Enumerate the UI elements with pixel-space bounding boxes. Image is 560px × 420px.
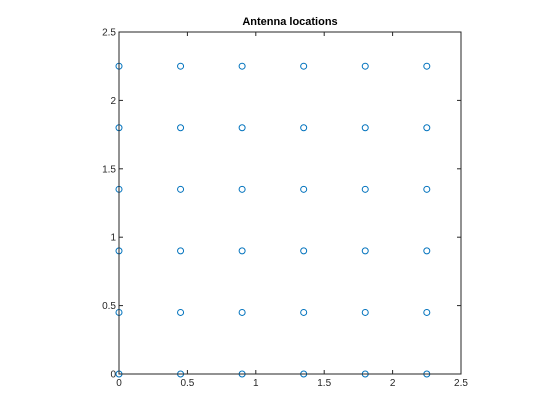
data-point: [238, 124, 246, 132]
data-point: [361, 124, 369, 132]
plot-area-border: [118, 31, 462, 375]
data-point: [423, 185, 431, 193]
data-point: [177, 185, 185, 193]
y-tick-label: 0: [110, 370, 116, 381]
data-point: [423, 308, 431, 316]
data-point: [361, 308, 369, 316]
data-point: [361, 247, 369, 255]
y-tick-label: 1.5: [102, 164, 116, 175]
data-point: [300, 185, 308, 193]
data-point: [361, 185, 369, 193]
data-point: [177, 124, 185, 132]
data-point: [238, 185, 246, 193]
data-point: [238, 247, 246, 255]
data-point: [177, 62, 185, 70]
data-point: [177, 308, 185, 316]
x-tick-label: 2: [390, 378, 396, 389]
data-point: [300, 308, 308, 316]
y-tick-label: 2: [110, 96, 116, 107]
x-tick-label: 0: [116, 378, 122, 389]
chart-title: Antenna locations: [242, 16, 337, 28]
x-tick-label: 2.5: [454, 378, 468, 389]
x-tick-label: 1: [253, 378, 259, 389]
data-point: [300, 62, 308, 70]
data-point: [238, 308, 246, 316]
data-point: [300, 247, 308, 255]
data-point: [423, 62, 431, 70]
data-point: [361, 62, 369, 70]
x-tick-label: 1.5: [317, 378, 331, 389]
y-tick-label: 2.5: [102, 28, 116, 39]
x-tick-label: 0.5: [180, 378, 194, 389]
y-tick-label: 0.5: [102, 301, 116, 312]
data-point: [300, 124, 308, 132]
data-point: [423, 247, 431, 255]
data-point: [423, 124, 431, 132]
y-tick-label: 1: [110, 233, 116, 244]
data-point: [238, 62, 246, 70]
data-point: [177, 247, 185, 255]
